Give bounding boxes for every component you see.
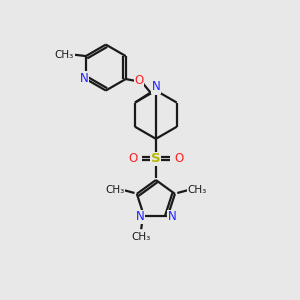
Text: N: N [167,210,176,223]
Text: O: O [134,74,144,87]
Text: CH₃: CH₃ [55,50,74,60]
Text: N: N [80,72,89,85]
Text: CH₃: CH₃ [105,185,125,195]
Text: N: N [152,80,160,93]
Text: O: O [175,152,184,165]
Text: N: N [136,210,144,223]
Text: CH₃: CH₃ [187,185,206,195]
Text: CH₃: CH₃ [132,232,151,242]
Text: S: S [151,152,161,165]
Text: O: O [128,152,137,165]
